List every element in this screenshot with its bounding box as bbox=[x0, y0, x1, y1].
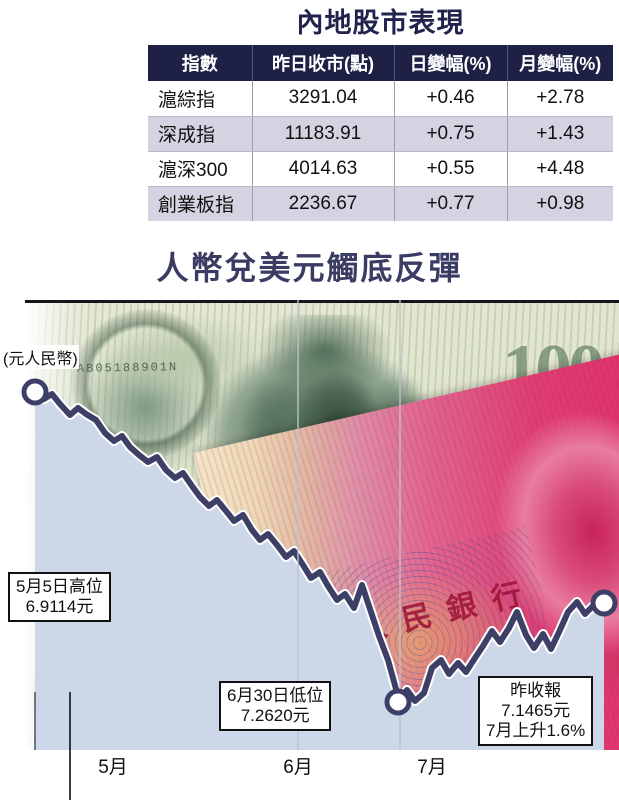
cell-day-change: +0.46 bbox=[394, 81, 508, 117]
column-header-day-change: 日變幅(%) bbox=[394, 45, 508, 81]
cell-close: 3291.04 bbox=[252, 81, 395, 117]
table-row: 滬綜指 3291.04 +0.46 +2.78 bbox=[148, 81, 613, 117]
column-header-month-change: 月變幅(%) bbox=[507, 45, 613, 81]
callout-high-line2: 6.9114元 bbox=[25, 597, 94, 617]
marker-low-point bbox=[384, 688, 412, 716]
cell-month-change: +2.78 bbox=[507, 81, 613, 117]
callout-low-line2: 7.2620元 bbox=[240, 706, 310, 726]
index-table: 指數 昨日收市(點) 日變幅(%) 月變幅(%) 滬綜指 3291.04 +0.… bbox=[148, 45, 613, 221]
chart-svg bbox=[21, 300, 618, 800]
cell-day-change: +0.75 bbox=[394, 116, 508, 152]
callout-last: 昨收報 7.1465元 7月上升1.6% bbox=[478, 676, 594, 747]
column-header-close: 昨日收市(點) bbox=[252, 45, 395, 81]
x-axis-label-june: 6月 bbox=[283, 757, 313, 778]
x-axis-label-july: 7月 bbox=[417, 757, 447, 778]
cell-day-change: +0.55 bbox=[394, 151, 508, 187]
cell-month-change: +4.48 bbox=[507, 151, 613, 187]
cell-index-name: 深成指 bbox=[148, 116, 253, 152]
table-row: 滬深300 4014.63 +0.55 +4.48 bbox=[148, 151, 613, 187]
cell-close: 4014.63 bbox=[252, 151, 395, 187]
cell-month-change: +1.43 bbox=[507, 116, 613, 152]
chart-line bbox=[32, 389, 607, 705]
column-header-index: 指數 bbox=[148, 45, 253, 81]
marker-last-point bbox=[590, 589, 618, 617]
callout-high: 5月5日高位 6.9114元 bbox=[8, 572, 111, 623]
callout-last-line1: 昨收報 bbox=[510, 681, 562, 700]
callout-last-line3: 7月上升1.6% bbox=[486, 721, 586, 741]
cell-index-name: 創業板指 bbox=[148, 186, 253, 221]
table-row: 深成指 11183.91 +0.75 +1.43 bbox=[148, 116, 613, 152]
y-axis-unit-label: (元人民幣) bbox=[2, 345, 79, 369]
cell-index-name: 滬綜指 bbox=[148, 81, 253, 117]
cell-month-change: +0.98 bbox=[507, 186, 613, 221]
callout-low-line1: 6月30日低位 bbox=[227, 686, 324, 705]
table-header-row: 指數 昨日收市(點) 日變幅(%) 月變幅(%) bbox=[148, 45, 613, 81]
cell-day-change: +0.77 bbox=[394, 186, 508, 221]
callout-last-line2: 7.1465元 bbox=[501, 701, 571, 721]
cell-index-name: 滬深300 bbox=[148, 151, 253, 187]
x-axis-label-may: 5月 bbox=[98, 757, 128, 778]
callout-low: 6月30日低位 7.2620元 bbox=[219, 681, 332, 732]
cell-close: 11183.91 bbox=[252, 116, 395, 152]
cell-close: 2236.67 bbox=[252, 186, 395, 221]
callout-high-line1: 5月5日高位 bbox=[16, 577, 103, 596]
table-row: 創業板指 2236.67 +0.77 +0.98 bbox=[148, 186, 613, 221]
marker-high-point bbox=[21, 378, 49, 406]
chart-top-rule bbox=[25, 300, 619, 303]
page-title: 內地股市表現 bbox=[296, 8, 465, 38]
chart-title: 人幣兌美元觸底反彈 bbox=[156, 250, 463, 286]
exchange-rate-chart: AB05188901N 100 人民銀行 100 bbox=[0, 300, 619, 800]
